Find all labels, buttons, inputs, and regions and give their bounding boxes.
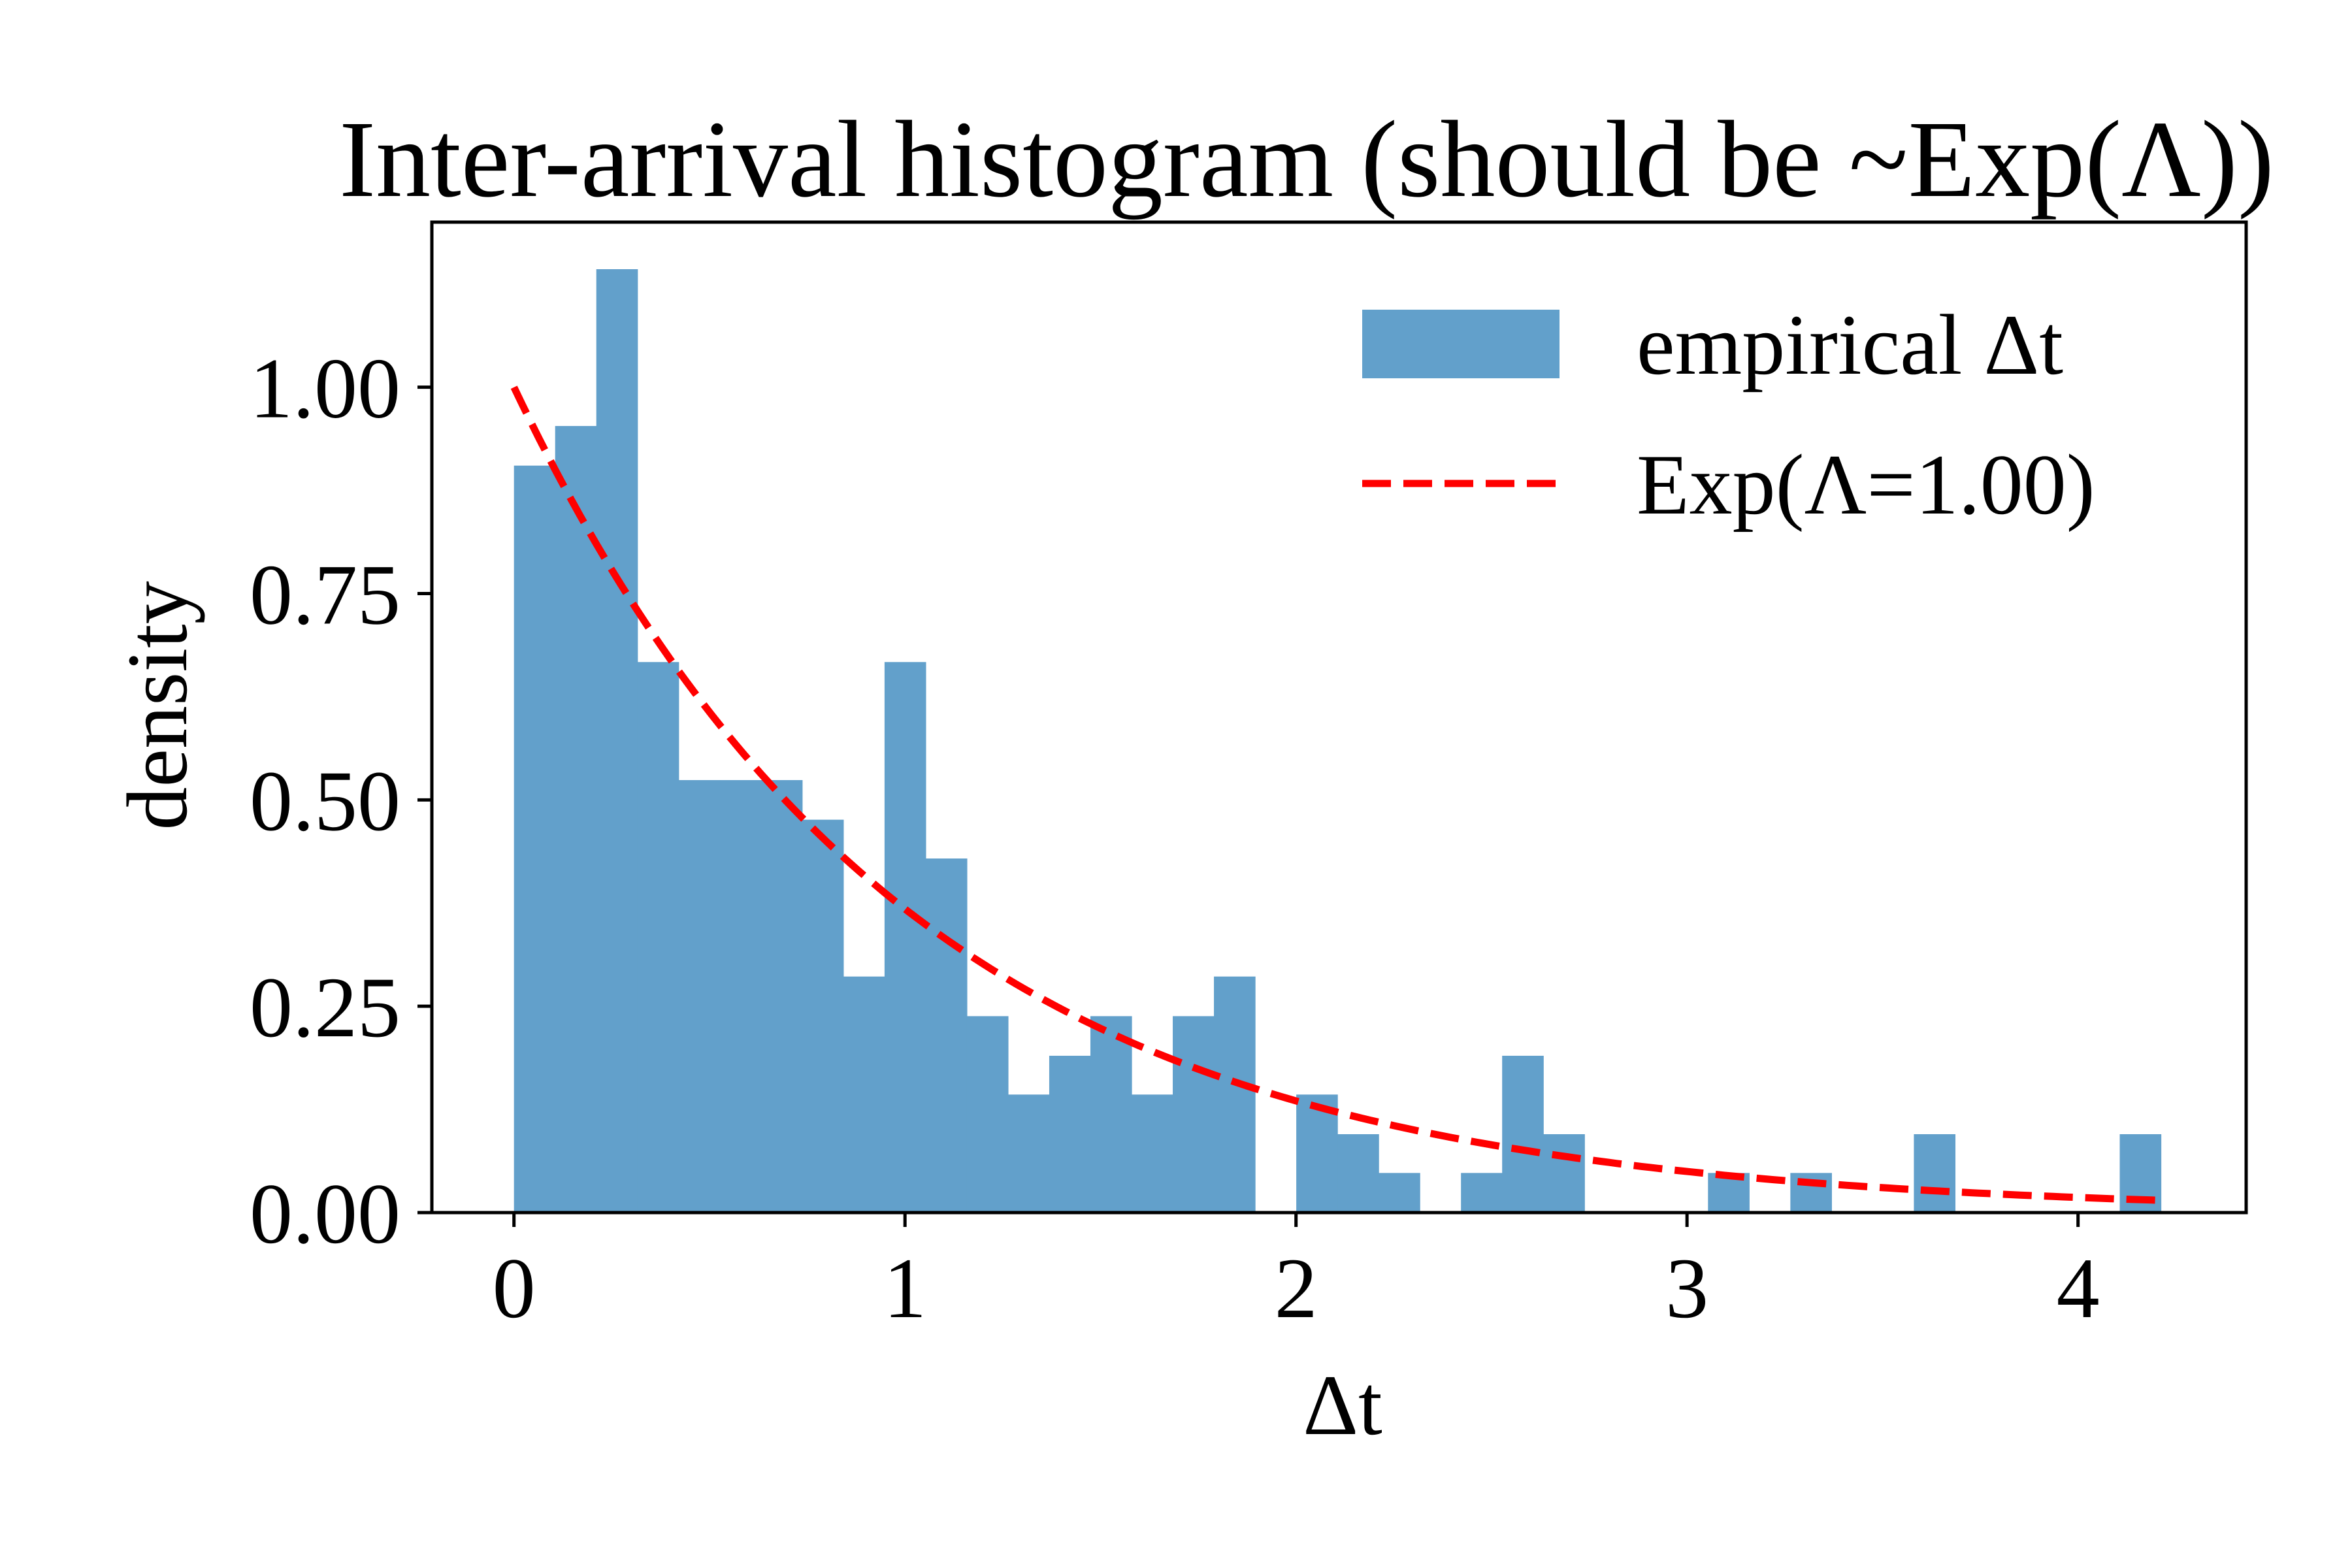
histogram-bar bbox=[1461, 1173, 1503, 1213]
plot-frame bbox=[430, 220, 2248, 1215]
x-tick-label: 4 bbox=[2057, 1240, 2100, 1336]
histogram-bar bbox=[1007, 1094, 1050, 1213]
histogram-bar bbox=[1790, 1173, 1832, 1213]
histogram-bar bbox=[1132, 1094, 1173, 1213]
legend-label: empirical Δt bbox=[1637, 297, 2063, 393]
histogram-bar bbox=[596, 269, 638, 1213]
histogram-bar bbox=[719, 780, 762, 1213]
exp-curve-line bbox=[510, 385, 2161, 1204]
exp-curve-layer bbox=[510, 385, 2161, 1204]
histogram-bar bbox=[1337, 1134, 1379, 1213]
y-tick-label: 0.25 bbox=[250, 959, 400, 1055]
x-axis-label: Δt bbox=[1303, 1357, 1382, 1453]
histogram-bar bbox=[802, 819, 844, 1213]
histogram-bar bbox=[843, 976, 885, 1213]
legend: empirical Δt Exp(Λ=1.00) bbox=[1362, 297, 2095, 532]
histogram-bar bbox=[966, 1016, 1009, 1213]
histogram-bar bbox=[760, 780, 803, 1213]
x-axis: 0 1 2 3 4 bbox=[493, 1213, 2100, 1336]
histogram-bar bbox=[514, 465, 556, 1213]
histogram-bar bbox=[555, 426, 597, 1213]
y-tick-label: 1.00 bbox=[250, 340, 400, 436]
y-axis: 0.00 0.25 0.50 0.75 1.00 bbox=[250, 340, 432, 1262]
x-tick-label: 3 bbox=[1665, 1240, 1708, 1336]
x-tick-label: 0 bbox=[493, 1240, 536, 1336]
histogram-bar bbox=[1379, 1173, 1420, 1213]
legend-swatch-bar bbox=[1362, 310, 1560, 378]
histogram-bar bbox=[1214, 976, 1256, 1213]
histogram-bar bbox=[1502, 1055, 1544, 1213]
histogram-bar bbox=[1173, 1016, 1215, 1213]
chart-title: Inter-arrival histogram (should be ~Exp(… bbox=[339, 99, 2274, 220]
x-tick-label: 1 bbox=[883, 1240, 926, 1336]
histogram-bar bbox=[1090, 1016, 1132, 1213]
histogram-bar bbox=[678, 780, 721, 1213]
histogram-bar bbox=[1914, 1134, 1956, 1213]
histogram-bar bbox=[1049, 1055, 1091, 1213]
histogram-bar bbox=[884, 662, 926, 1213]
y-tick-label: 0.50 bbox=[250, 753, 400, 849]
histogram-bar bbox=[1296, 1094, 1338, 1213]
y-axis-label: density bbox=[109, 581, 205, 830]
histogram-bar bbox=[1543, 1134, 1585, 1213]
y-tick-label: 0.00 bbox=[250, 1166, 400, 1262]
y-tick-label: 0.75 bbox=[250, 547, 400, 643]
histogram-bar bbox=[925, 858, 968, 1213]
x-tick-label: 2 bbox=[1275, 1240, 1318, 1336]
legend-label: Exp(Λ=1.00) bbox=[1637, 436, 2095, 532]
histogram-bars bbox=[514, 269, 2162, 1213]
histogram-bar bbox=[637, 662, 679, 1213]
